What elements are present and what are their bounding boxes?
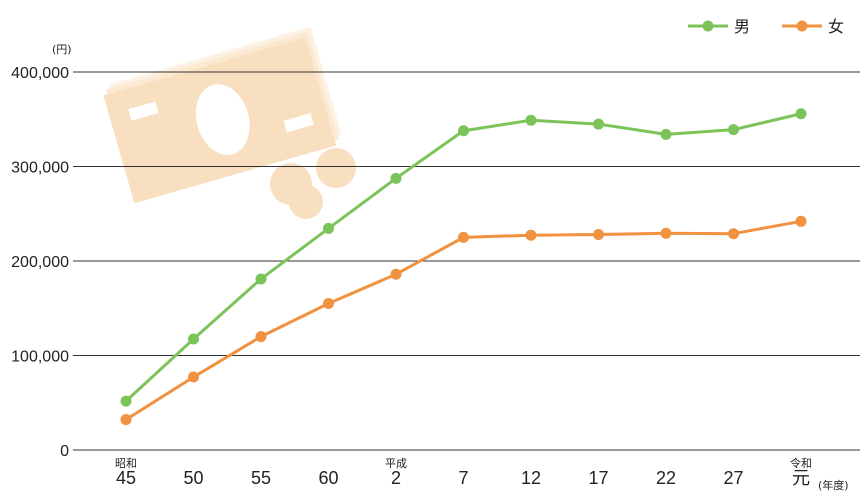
legend-label-female: 女 bbox=[828, 17, 844, 36]
x-tick-label: 60 bbox=[318, 468, 338, 488]
era-label: 昭和 bbox=[115, 457, 137, 470]
data-point bbox=[323, 298, 334, 310]
era-label: 平成 bbox=[385, 457, 407, 470]
legend-item-female: 女 bbox=[782, 17, 844, 36]
data-point bbox=[390, 172, 402, 184]
series-female bbox=[120, 215, 807, 426]
x-axis-ticks: 45 50 55 60 2 7 12 17 22 27 元昭和 平成 令和 bbox=[115, 456, 812, 488]
data-point bbox=[120, 395, 132, 407]
x-tick-label: 2 bbox=[391, 468, 401, 488]
data-point bbox=[458, 125, 469, 137]
data-point bbox=[458, 231, 469, 243]
y-axis-unit: (円) bbox=[52, 43, 72, 56]
data-point bbox=[188, 371, 199, 383]
data-point bbox=[390, 268, 402, 280]
data-point bbox=[660, 227, 672, 239]
series-male bbox=[120, 108, 807, 407]
era-label: 令和 bbox=[790, 456, 812, 470]
data-point bbox=[525, 114, 537, 126]
data-point bbox=[255, 331, 267, 343]
x-tick-label: 50 bbox=[183, 468, 203, 488]
x-tick-label: 17 bbox=[588, 468, 608, 488]
gridlines bbox=[73, 71, 860, 451]
data-point bbox=[795, 215, 807, 227]
data-point bbox=[188, 333, 199, 345]
data-point bbox=[660, 128, 672, 140]
x-tick-label: 元 bbox=[792, 468, 810, 488]
legend: 男 女 bbox=[688, 17, 844, 36]
y-axis-ticks: 0 100,000 200,000 300,000 400,000 bbox=[11, 65, 69, 460]
x-tick-label: 7 bbox=[458, 468, 468, 488]
series-lines bbox=[120, 108, 807, 426]
y-tick-label: 400,000 bbox=[11, 65, 69, 82]
y-tick-label: 100,000 bbox=[11, 349, 69, 366]
y-tick-label: 300,000 bbox=[11, 160, 69, 177]
legend-item-male: 男 bbox=[688, 17, 750, 36]
series-line bbox=[125, 219, 802, 421]
data-point bbox=[525, 229, 537, 241]
data-point bbox=[728, 124, 739, 136]
x-tick-label: 27 bbox=[723, 468, 743, 488]
data-point bbox=[795, 108, 807, 120]
x-axis-unit: (年度) bbox=[818, 478, 849, 492]
data-point bbox=[120, 414, 132, 426]
x-tick-label: 12 bbox=[521, 468, 541, 488]
x-tick-label: 45 bbox=[116, 468, 136, 488]
legend-marker-male bbox=[702, 20, 714, 32]
legend-marker-female bbox=[796, 20, 808, 32]
x-tick-label: 55 bbox=[251, 468, 271, 488]
data-point bbox=[255, 273, 267, 285]
legend-label-male: 男 bbox=[734, 17, 750, 36]
data-point bbox=[323, 222, 334, 234]
data-point bbox=[593, 118, 604, 130]
data-point bbox=[728, 228, 739, 240]
x-tick-label: 22 bbox=[656, 468, 676, 488]
data-point bbox=[593, 229, 604, 241]
money-illustration-icon bbox=[103, 26, 356, 219]
y-tick-label: 200,000 bbox=[11, 254, 69, 271]
y-tick-label: 0 bbox=[60, 443, 69, 460]
